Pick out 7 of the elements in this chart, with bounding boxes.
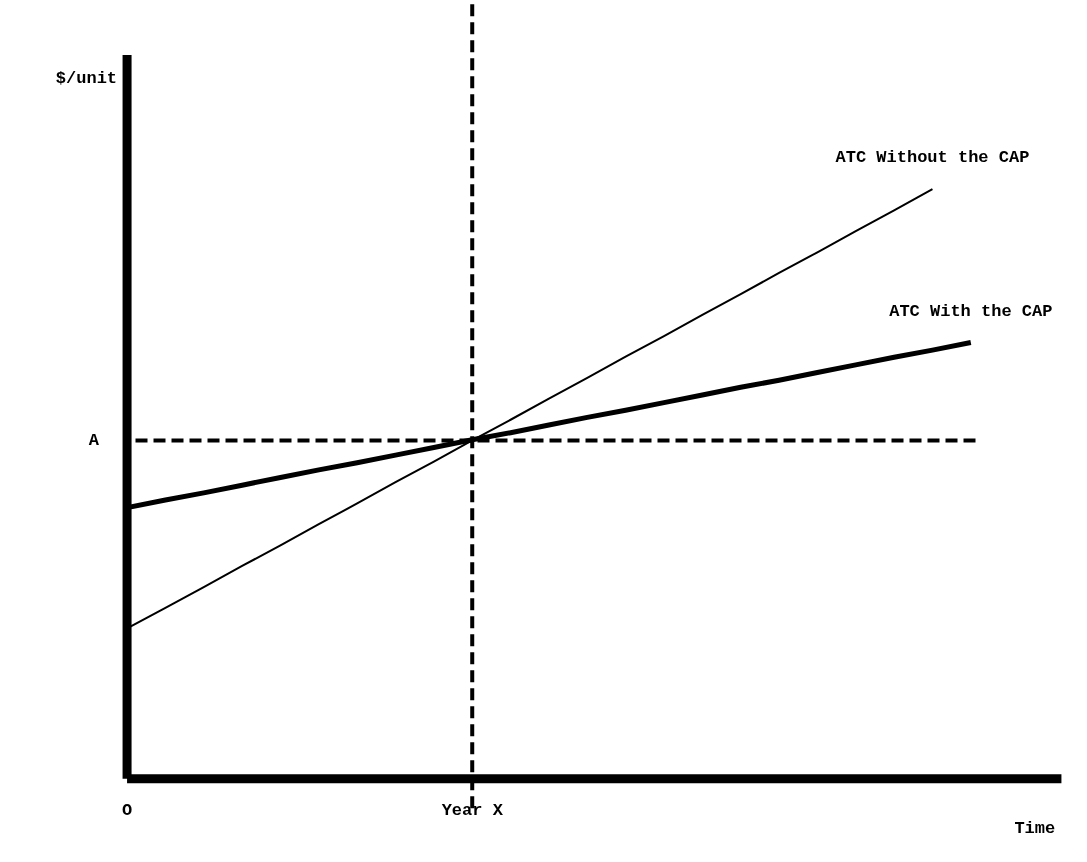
x-axis-title: Time: [1014, 818, 1056, 838]
x-tick-label: Year X: [441, 800, 504, 820]
text: $/unit: [55, 68, 118, 88]
series-label: ATC With the CAP: [889, 301, 1053, 321]
series-label: ATC Without the CAP: [835, 148, 1030, 168]
x-tick-label: O: [121, 800, 133, 820]
ref-line-label: A: [88, 430, 100, 450]
